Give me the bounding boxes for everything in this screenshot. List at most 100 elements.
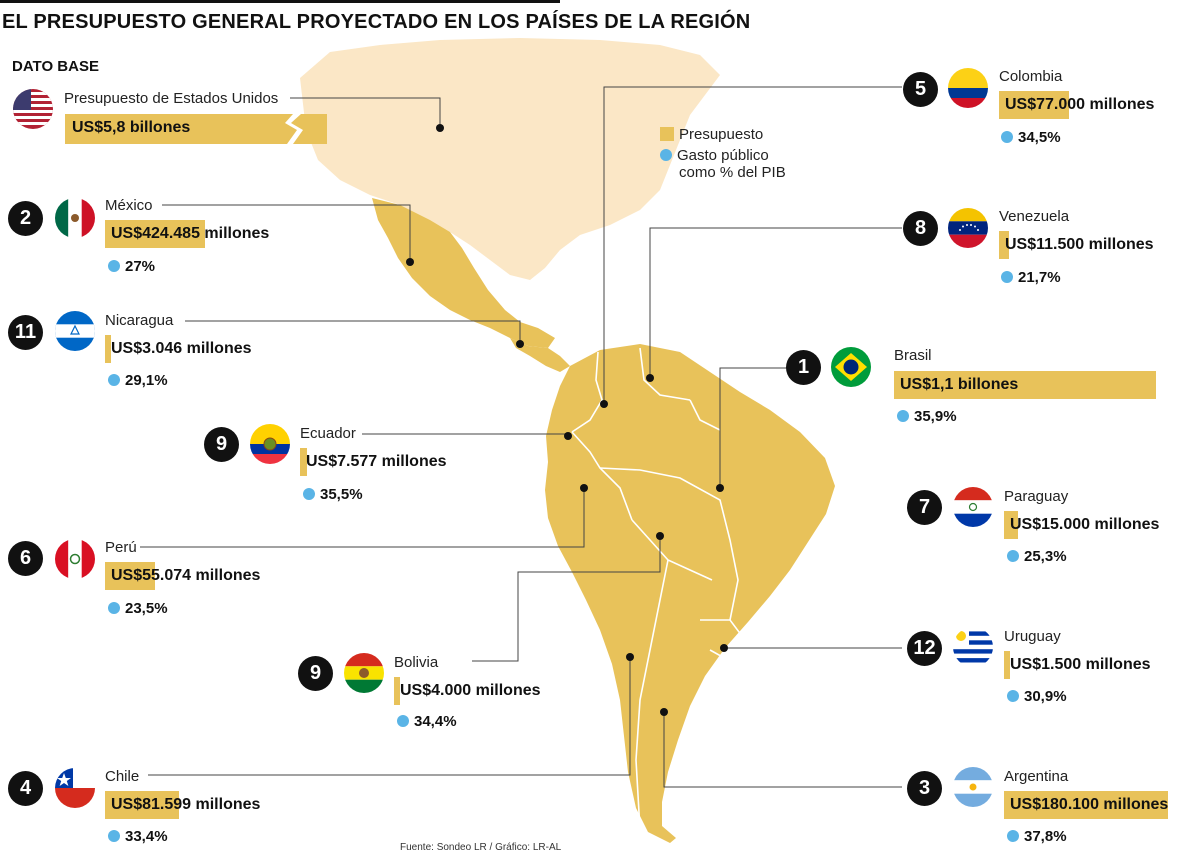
country-name-chile: Chile: [105, 768, 140, 785]
leader-line-bolivia: [472, 536, 661, 662]
budget-bar-fill-peru: [105, 562, 155, 590]
gdp-dot-brasil: [897, 410, 909, 422]
legend-budget-swatch: [660, 127, 674, 141]
gdp-percent-value-bolivia: 34,4%: [414, 713, 457, 730]
brasil-flag-icon: [831, 347, 871, 387]
gdp-percent-value-argentina: 37,8%: [1024, 828, 1067, 845]
gdp-percent-peru: 23,5%: [108, 600, 168, 617]
gdp-dot-argentina: [1007, 830, 1019, 842]
gdp-percent-value-brasil: 35,9%: [914, 408, 957, 425]
leader-line-nicaragua: [185, 320, 521, 344]
uruguay-flag-icon: [953, 627, 993, 667]
gdp-percent-value-nicaragua: 29,1%: [125, 372, 168, 389]
rank-badge-bolivia: 9: [298, 656, 333, 691]
marker-chile: [626, 653, 634, 661]
leader-line-ecuador: [362, 433, 569, 436]
budget-amount-brasil: US$1,1 billones: [900, 376, 1019, 393]
marker-uruguay: [720, 644, 728, 652]
central-america-shape: [510, 338, 570, 372]
marker-bolivia: [656, 532, 664, 540]
venezuela-flag-icon: [948, 208, 988, 248]
budget-bar-fill-ecuador: [300, 448, 307, 476]
country-name-argentina: Argentina: [1004, 768, 1069, 785]
country-name-venezuela: Venezuela: [999, 208, 1070, 225]
gdp-percent-paraguay: 25,3%: [1007, 548, 1067, 565]
budget-bar-fill-colombia: [999, 91, 1069, 119]
budget-bar-fill-brasil: [894, 371, 1156, 399]
legend-budget-label: Presupuesto: [679, 126, 764, 143]
rank-badge-mexico: 2: [8, 201, 43, 236]
argentina-flag-icon: [953, 767, 993, 807]
location-markers: [406, 124, 728, 716]
gdp-percent-brasil: 35,9%: [897, 408, 957, 425]
gdp-percent-value-chile: 33,4%: [125, 828, 168, 845]
marker-mexico: [406, 258, 414, 266]
gdp-dot-peru: [108, 602, 120, 614]
source-note: Fuente: Sondeo LR / Gráfico: LR-AL: [400, 842, 562, 853]
country-name-bolivia: Bolivia: [394, 654, 439, 671]
budget-amount-mexico: US$424.485 millones: [111, 225, 270, 242]
north-america-light-shape: [300, 38, 720, 280]
nicaragua-flag-icon: [55, 311, 95, 351]
marker-argentina: [660, 708, 668, 716]
budget-bar-fill-uruguay: [1004, 651, 1010, 679]
rank-badge-colombia: 5: [903, 72, 938, 107]
south-america-shape: [545, 344, 835, 843]
country-borders: [571, 347, 747, 831]
budget-amount-ecuador: US$7.577 millones: [306, 453, 447, 470]
budget-bar-fill-paraguay: [1004, 511, 1018, 539]
rank-badge-venezuela: 8: [903, 211, 938, 246]
budget-bar-fill-mexico: [105, 220, 205, 248]
leader-line-argentina: [663, 712, 902, 788]
gdp-dot-uruguay: [1007, 690, 1019, 702]
budget-bar-fill-argentina: [1004, 791, 1168, 819]
rank-badge-chile: 4: [8, 771, 43, 806]
mexico-shape: [372, 198, 555, 348]
legend-gdp-label-line2: como % del PIB: [679, 164, 786, 181]
marker-ecuador: [564, 432, 572, 440]
section-subtitle: DATO BASE: [12, 58, 99, 75]
legend-gdp-dot: [660, 149, 672, 161]
top-rule: [0, 0, 560, 3]
leader-line-peru: [140, 488, 585, 548]
ecuador-flag-icon: [250, 424, 290, 464]
gdp-percent-value-colombia: 34,5%: [1018, 129, 1061, 146]
gdp-percent-mexico: 27%: [108, 258, 155, 275]
budget-amount-paraguay: US$15.000 millones: [1010, 516, 1160, 533]
marker-peru: [580, 484, 588, 492]
country-name-mexico: México: [105, 197, 153, 214]
gdp-dot-colombia: [1001, 131, 1013, 143]
leader-line-chile: [148, 657, 631, 776]
gdp-percent-ecuador: 35,5%: [303, 486, 363, 503]
rank-badge-nicaragua: 11: [8, 315, 43, 350]
leader-lines: [140, 86, 902, 788]
gdp-percent-venezuela: 21,7%: [1001, 269, 1061, 286]
budget-amount-nicaragua: US$3.046 millones: [111, 340, 252, 357]
peru-flag-icon: [55, 539, 95, 579]
country-name-paraguay: Paraguay: [1004, 488, 1069, 505]
usa-flag-icon: [13, 89, 53, 129]
gdp-percent-value-uruguay: 30,9%: [1024, 688, 1067, 705]
budget-amount-peru: US$55.074 millones: [111, 567, 261, 584]
chile-flag-icon: [55, 768, 95, 808]
marker-venezuela: [646, 374, 654, 382]
budget-bar-fill-bolivia: [394, 677, 400, 705]
gdp-percent-uruguay: 30,9%: [1007, 688, 1067, 705]
leader-line-venezuela: [649, 227, 902, 378]
rank-badge-argentina: 3: [907, 771, 942, 806]
us-budget-label: Presupuesto de Estados Unidos: [64, 90, 279, 107]
legend-gdp-label: Gasto público: [677, 147, 769, 164]
gdp-dot-chile: [108, 830, 120, 842]
rank-badge-brasil: 1: [786, 350, 821, 385]
budget-amount-colombia: US$77.000 millones: [1005, 96, 1155, 113]
country-name-ecuador: Ecuador: [300, 425, 356, 442]
country-name-brasil: Brasil: [894, 347, 932, 364]
budget-amount-bolivia: US$4.000 millones: [400, 682, 541, 699]
country-name-uruguay: Uruguay: [1004, 628, 1061, 645]
gdp-percent-bolivia: 34,4%: [397, 713, 457, 730]
gdp-percent-argentina: 37,8%: [1007, 828, 1067, 845]
leader-line-usa: [290, 97, 441, 128]
rank-badge-paraguay: 7: [907, 490, 942, 525]
gdp-dot-ecuador: [303, 488, 315, 500]
